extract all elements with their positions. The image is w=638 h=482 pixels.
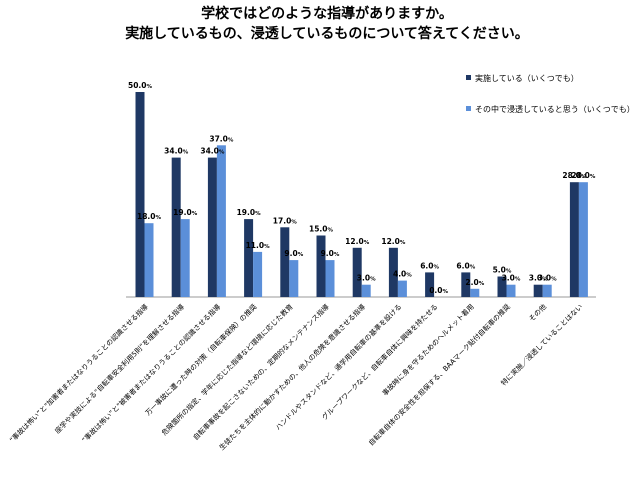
bar-s1-c4 (244, 219, 254, 297)
legend-label-penetrated: その中で浸透していると思う（いくつでも） (475, 104, 635, 114)
bar-s2-c5 (289, 260, 299, 297)
bar-s2-c12 (542, 284, 552, 297)
category-label-1: “事故は怖い”と"加害者またはなりうることの認識させる指導 (7, 302, 149, 444)
value-label-s2-c13: 28.0% (571, 171, 596, 180)
chart-title-line-2: 実施しているもの、浸透しているものについて答えてください。 (125, 25, 529, 42)
value-label-s2-c3: 37.0% (209, 134, 234, 143)
legend-swatch-penetrated (466, 106, 471, 111)
bar-s1-c1 (135, 92, 145, 297)
category-labels-group: “事故は怖い”と"加害者またはなりうることの認識させる指導座学や実技による“自転… (7, 302, 584, 452)
bar-s2-c3 (216, 145, 226, 297)
legend-label-implemented: 実施している（いくつでも） (475, 73, 579, 83)
value-label-s1-c13: 28.0% (562, 171, 587, 180)
bar-s2-c11 (506, 284, 516, 297)
bar-s2-c10 (470, 288, 480, 297)
value-label-s1-c8: 12.0% (381, 237, 406, 246)
value-labels-group: 50.0% 18.0% 34.0% 19.0% 34.0% 37.0% 19.0% 11.0%… (128, 81, 596, 295)
value-label-s2-c7: 3.0% (357, 274, 376, 283)
bar-s1-c8 (388, 247, 398, 297)
category-label-3: “事故は怖い”と"被害者またはなりうることの認識させる指導 (80, 302, 222, 444)
category-label-2: 座学や実技による“自転車安全利用5則”を理解させる指導 (53, 302, 186, 435)
value-label-s2-c10: 2.0% (465, 278, 484, 287)
bar-s1-c7 (352, 247, 362, 297)
bar-s1-c6 (316, 235, 326, 297)
legend-swatch-implemented (466, 75, 471, 80)
category-label-11: 自転車自体の安全性を担保する、BAAマーク貼付自転車の推奨 (367, 302, 512, 447)
bar-s1-c2 (171, 157, 181, 297)
chart-title-line-1: 学校ではどのような指導がありますか。 (201, 5, 453, 22)
bar-s1-c5 (280, 227, 290, 297)
bars-group (135, 92, 588, 297)
bar-s1-c11 (497, 276, 507, 297)
value-label-s1-c1: 50.0% (128, 81, 153, 90)
bar-s1-c13 (569, 182, 579, 297)
category-label-6: 自転車事故を起こさないための、定期的なメンテナンス指導 (191, 302, 331, 442)
bar-s2-c4 (253, 251, 263, 297)
value-label-s1-c2: 34.0% (164, 147, 189, 156)
value-label-s1-c5: 17.0% (273, 216, 298, 225)
value-label-s1-c7: 12.0% (345, 237, 370, 246)
bar-s1-c10 (461, 272, 471, 297)
bar-s2-c2 (180, 219, 190, 297)
legend: 実施している（いくつでも） その中で浸透していると思う（いくつでも） (466, 73, 635, 114)
bar-s1-c3 (207, 157, 217, 297)
bar-s1-c9 (425, 272, 435, 297)
value-label-s2-c5: 9.0% (284, 249, 303, 258)
category-label-5: 危険箇所の指定、学年に応じた指導など環境に応じた教育 (160, 302, 295, 437)
value-label-s1-c6: 15.0% (309, 225, 334, 234)
value-label-s2-c9: 0.0% (429, 286, 448, 295)
bar-s2-c8 (397, 280, 407, 297)
bar-s2-c13 (578, 182, 588, 297)
value-label-s1-c11: 5.0% (493, 266, 512, 275)
value-label-s1-c10: 6.0% (456, 261, 475, 270)
value-label-s2-c2: 19.0% (173, 208, 198, 217)
bar-s2-c6 (325, 260, 335, 297)
value-label-s1-c3: 34.0% (200, 147, 225, 156)
bar-s2-c7 (361, 284, 371, 297)
value-label-s2-c6: 9.0% (321, 249, 340, 258)
category-label-8: ハンドルやスタンドなど、通学用自転車の基準を設ける (273, 302, 403, 432)
value-label-s1-c12: 3.0% (529, 274, 548, 283)
value-label-s2-c12: 3.0% (538, 274, 557, 283)
category-label-12: その他 (527, 302, 548, 323)
value-label-s2-c4: 11.0% (246, 241, 271, 250)
value-label-s1-c9: 6.0% (420, 261, 439, 270)
bar-s1-c12 (533, 284, 543, 297)
value-label-s1-c4: 19.0% (237, 208, 262, 217)
value-label-s2-c11: 3.0% (502, 274, 521, 283)
value-label-s2-c1: 18.0% (137, 212, 162, 221)
value-label-s2-c8: 4.0% (393, 270, 412, 279)
bar-s2-c1 (144, 223, 154, 297)
